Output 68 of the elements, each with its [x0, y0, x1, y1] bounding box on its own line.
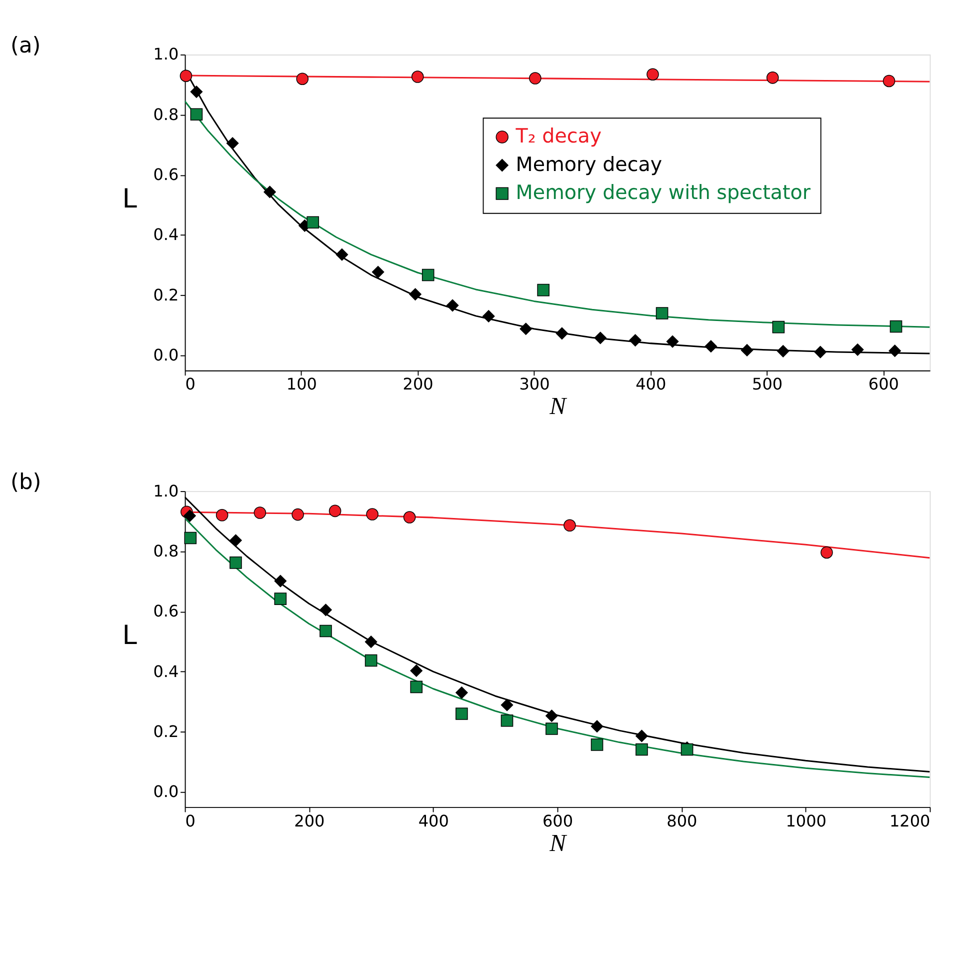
y-axis-title: L [122, 620, 138, 651]
y-tick-label: 1.0 [153, 481, 179, 500]
point [537, 284, 550, 296]
legend-label: Memory decay with spectator [516, 181, 812, 204]
y-tick-label: 0.8 [153, 541, 179, 560]
y-tick-label: 0.6 [153, 602, 179, 621]
x-tick-label: 1200 [889, 811, 930, 830]
y-tick-label: 0.4 [153, 225, 179, 244]
point [646, 68, 659, 80]
point [296, 72, 309, 86]
point [594, 332, 607, 344]
point [190, 86, 203, 98]
point [556, 327, 568, 340]
point [190, 108, 203, 121]
x-tick-label: 0 [185, 374, 196, 394]
y-tick-label: 0.4 [153, 662, 179, 681]
point [409, 288, 422, 300]
point [520, 322, 532, 336]
point [411, 70, 424, 83]
y-tick-label: 0.0 [153, 346, 179, 365]
point [529, 72, 542, 84]
y-tick-label: 0.2 [153, 722, 179, 741]
point [482, 310, 495, 322]
point [446, 299, 459, 312]
legend-label: Memory decay [516, 152, 662, 176]
point [740, 344, 754, 356]
y-tick-label: 0.0 [153, 782, 179, 802]
x-tick-label: 500 [752, 374, 783, 394]
x-tick-label: 300 [519, 374, 550, 394]
point [666, 335, 679, 348]
point [704, 340, 718, 352]
point [372, 266, 384, 278]
x-tick-label: 600 [868, 374, 899, 394]
point [656, 307, 668, 320]
point [306, 216, 320, 229]
x-tick-label: 200 [402, 374, 434, 394]
y-tick-label: 0.6 [153, 165, 179, 184]
x-tick-label: 200 [294, 811, 325, 830]
x-tick-label: 600 [542, 811, 574, 830]
y-axis-title: L [122, 183, 138, 214]
point [422, 268, 434, 282]
point [226, 137, 239, 150]
x-tick-label: 100 [286, 374, 317, 394]
point [180, 70, 192, 82]
x-axis-title: N [548, 393, 568, 420]
x-axis-title: N [548, 830, 568, 857]
chart-title: (a) [10, 34, 41, 59]
point [776, 344, 790, 358]
point [890, 320, 902, 333]
x-tick-label: 400 [418, 811, 449, 830]
legend-label: T₂ decay [514, 124, 602, 148]
point [629, 334, 642, 346]
point [888, 344, 902, 357]
x-tick-label: 400 [636, 374, 666, 394]
y-tick-label: 0.2 [153, 285, 179, 304]
point [814, 346, 827, 358]
point [882, 74, 896, 88]
x-tick-label: 1000 [786, 811, 826, 830]
y-tick-label: 0.8 [153, 104, 179, 124]
y-tick-label: 1.0 [153, 44, 179, 64]
point [766, 72, 779, 84]
point [772, 320, 785, 334]
point [851, 343, 864, 356]
point [264, 186, 276, 198]
x-tick-label: 0 [185, 811, 196, 830]
chart-title: (b) [10, 470, 42, 496]
x-tick-label: 800 [666, 811, 698, 830]
point [336, 248, 348, 261]
